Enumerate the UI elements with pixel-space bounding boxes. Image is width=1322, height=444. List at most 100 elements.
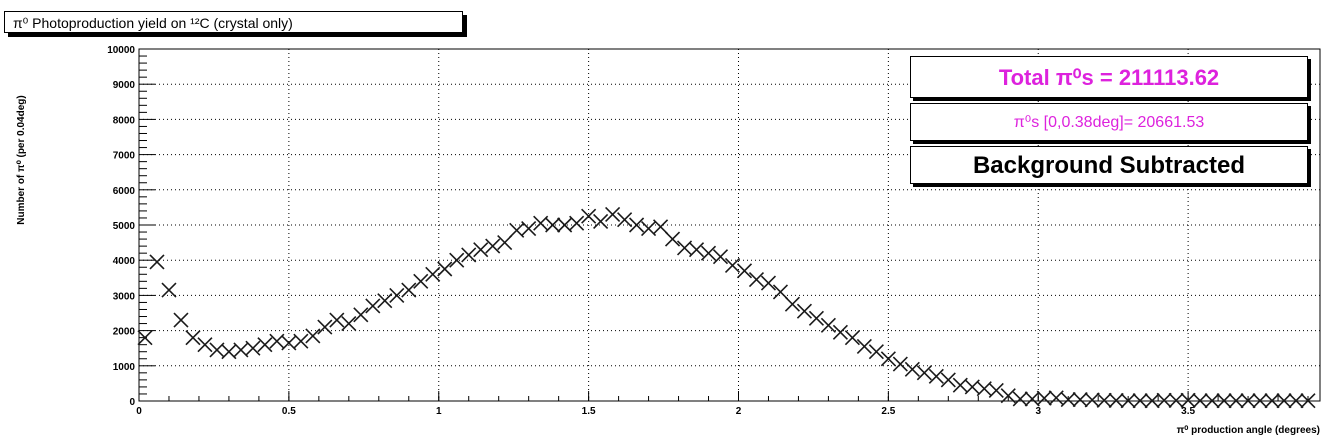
data-point: [784, 296, 801, 312]
data-point: [1012, 391, 1028, 407]
data-point: [1192, 393, 1208, 409]
data-point: [1000, 388, 1016, 404]
data-point: [832, 324, 848, 340]
background-subtracted-box: Background Subtracted: [910, 146, 1308, 184]
data-point: [305, 328, 321, 344]
y-tick-label: 6000: [113, 186, 136, 197]
data-point: [629, 217, 645, 233]
data-point: [521, 220, 537, 237]
data-point: [1228, 393, 1244, 409]
range-yield-box: π⁰s [0,0.38deg]= 20661.53: [910, 103, 1308, 141]
y-tick-label: 0: [129, 397, 135, 408]
data-point: [892, 356, 908, 372]
data-point: [497, 235, 513, 251]
data-point: [796, 303, 813, 319]
data-point: [617, 212, 633, 228]
data-point: [161, 282, 177, 298]
data-point: [1072, 392, 1088, 408]
data-point: [916, 365, 932, 381]
x-tick-label: 2.5: [881, 406, 895, 417]
data-point: [1120, 393, 1136, 409]
data-markers: [137, 206, 1316, 409]
data-point: [365, 298, 381, 314]
data-point: [868, 344, 884, 360]
data-point: [185, 330, 201, 346]
data-point: [700, 245, 717, 261]
data-point: [461, 247, 477, 263]
data-point: [341, 315, 357, 332]
y-tick-label: 3000: [113, 291, 136, 302]
data-point: [1144, 393, 1160, 409]
data-point: [197, 337, 213, 353]
data-point: [940, 372, 956, 388]
data-point: [1180, 392, 1196, 408]
data-point: [652, 219, 669, 235]
chart-title: π⁰ Photoproduction yield on ¹²C (crystal…: [4, 11, 463, 33]
data-point: [724, 257, 741, 274]
data-point: [772, 284, 789, 300]
data-point: [245, 340, 261, 356]
data-point: [1240, 393, 1256, 409]
x-tick-label: 0.5: [282, 406, 296, 417]
data-point: [593, 213, 609, 230]
data-point: [329, 312, 345, 328]
data-point: [353, 307, 369, 323]
data-point: [449, 252, 465, 268]
data-point: [1132, 393, 1148, 409]
data-point: [880, 351, 896, 367]
data-point: [1264, 393, 1280, 409]
data-point: [1168, 392, 1184, 409]
data-point: [688, 242, 705, 258]
data-point: [760, 275, 777, 291]
data-point: [988, 382, 1004, 399]
y-tick-label: 8000: [113, 115, 136, 126]
data-point: [377, 293, 393, 309]
data-point: [820, 317, 836, 333]
data-point: [1096, 392, 1112, 408]
data-point: [605, 206, 621, 223]
data-point: [1024, 391, 1040, 407]
axis-ticks: [138, 48, 1309, 402]
data-point: [389, 287, 405, 303]
data-point: [928, 368, 944, 384]
x-tick-label: 1: [436, 406, 442, 417]
data-point: [569, 215, 585, 231]
y-axis-title: Number of π⁰ (per 0.04deg): [16, 95, 27, 224]
total-yield-box: Total π⁰s = 211113.62: [910, 56, 1308, 98]
x-tick-label: 2: [736, 406, 742, 417]
data-point: [904, 361, 920, 377]
data-point: [1108, 392, 1124, 409]
data-point: [664, 231, 681, 247]
data-point: [748, 271, 765, 288]
data-point: [1036, 390, 1052, 406]
data-point: [844, 330, 860, 346]
data-point: [437, 261, 453, 277]
y-tick-label: 5000: [113, 221, 136, 232]
grid: [139, 49, 1320, 401]
data-point: [808, 310, 824, 326]
y-tick-label: 1000: [113, 362, 136, 373]
data-point: [485, 238, 501, 254]
data-point: [712, 249, 729, 265]
data-point: [545, 217, 561, 233]
data-point: [473, 242, 489, 258]
data-point: [425, 266, 441, 282]
data-point: [1288, 393, 1304, 409]
x-tick-label: 0: [136, 406, 142, 417]
plot-frame: [138, 48, 1321, 402]
data-point: [293, 333, 309, 349]
data-point: [1060, 392, 1076, 408]
data-point: [173, 312, 189, 328]
data-point: [413, 273, 429, 289]
data-point: [1156, 392, 1172, 408]
data-point: [736, 263, 753, 279]
y-tick-label: 10000: [107, 45, 135, 56]
data-point: [856, 338, 872, 355]
data-point: [1204, 393, 1220, 409]
data-point: [401, 282, 417, 298]
y-tick-label: 9000: [113, 80, 136, 91]
x-tick-label: 1.5: [582, 406, 596, 417]
x-tick-label: 3: [1035, 406, 1041, 417]
data-point: [1252, 393, 1268, 409]
